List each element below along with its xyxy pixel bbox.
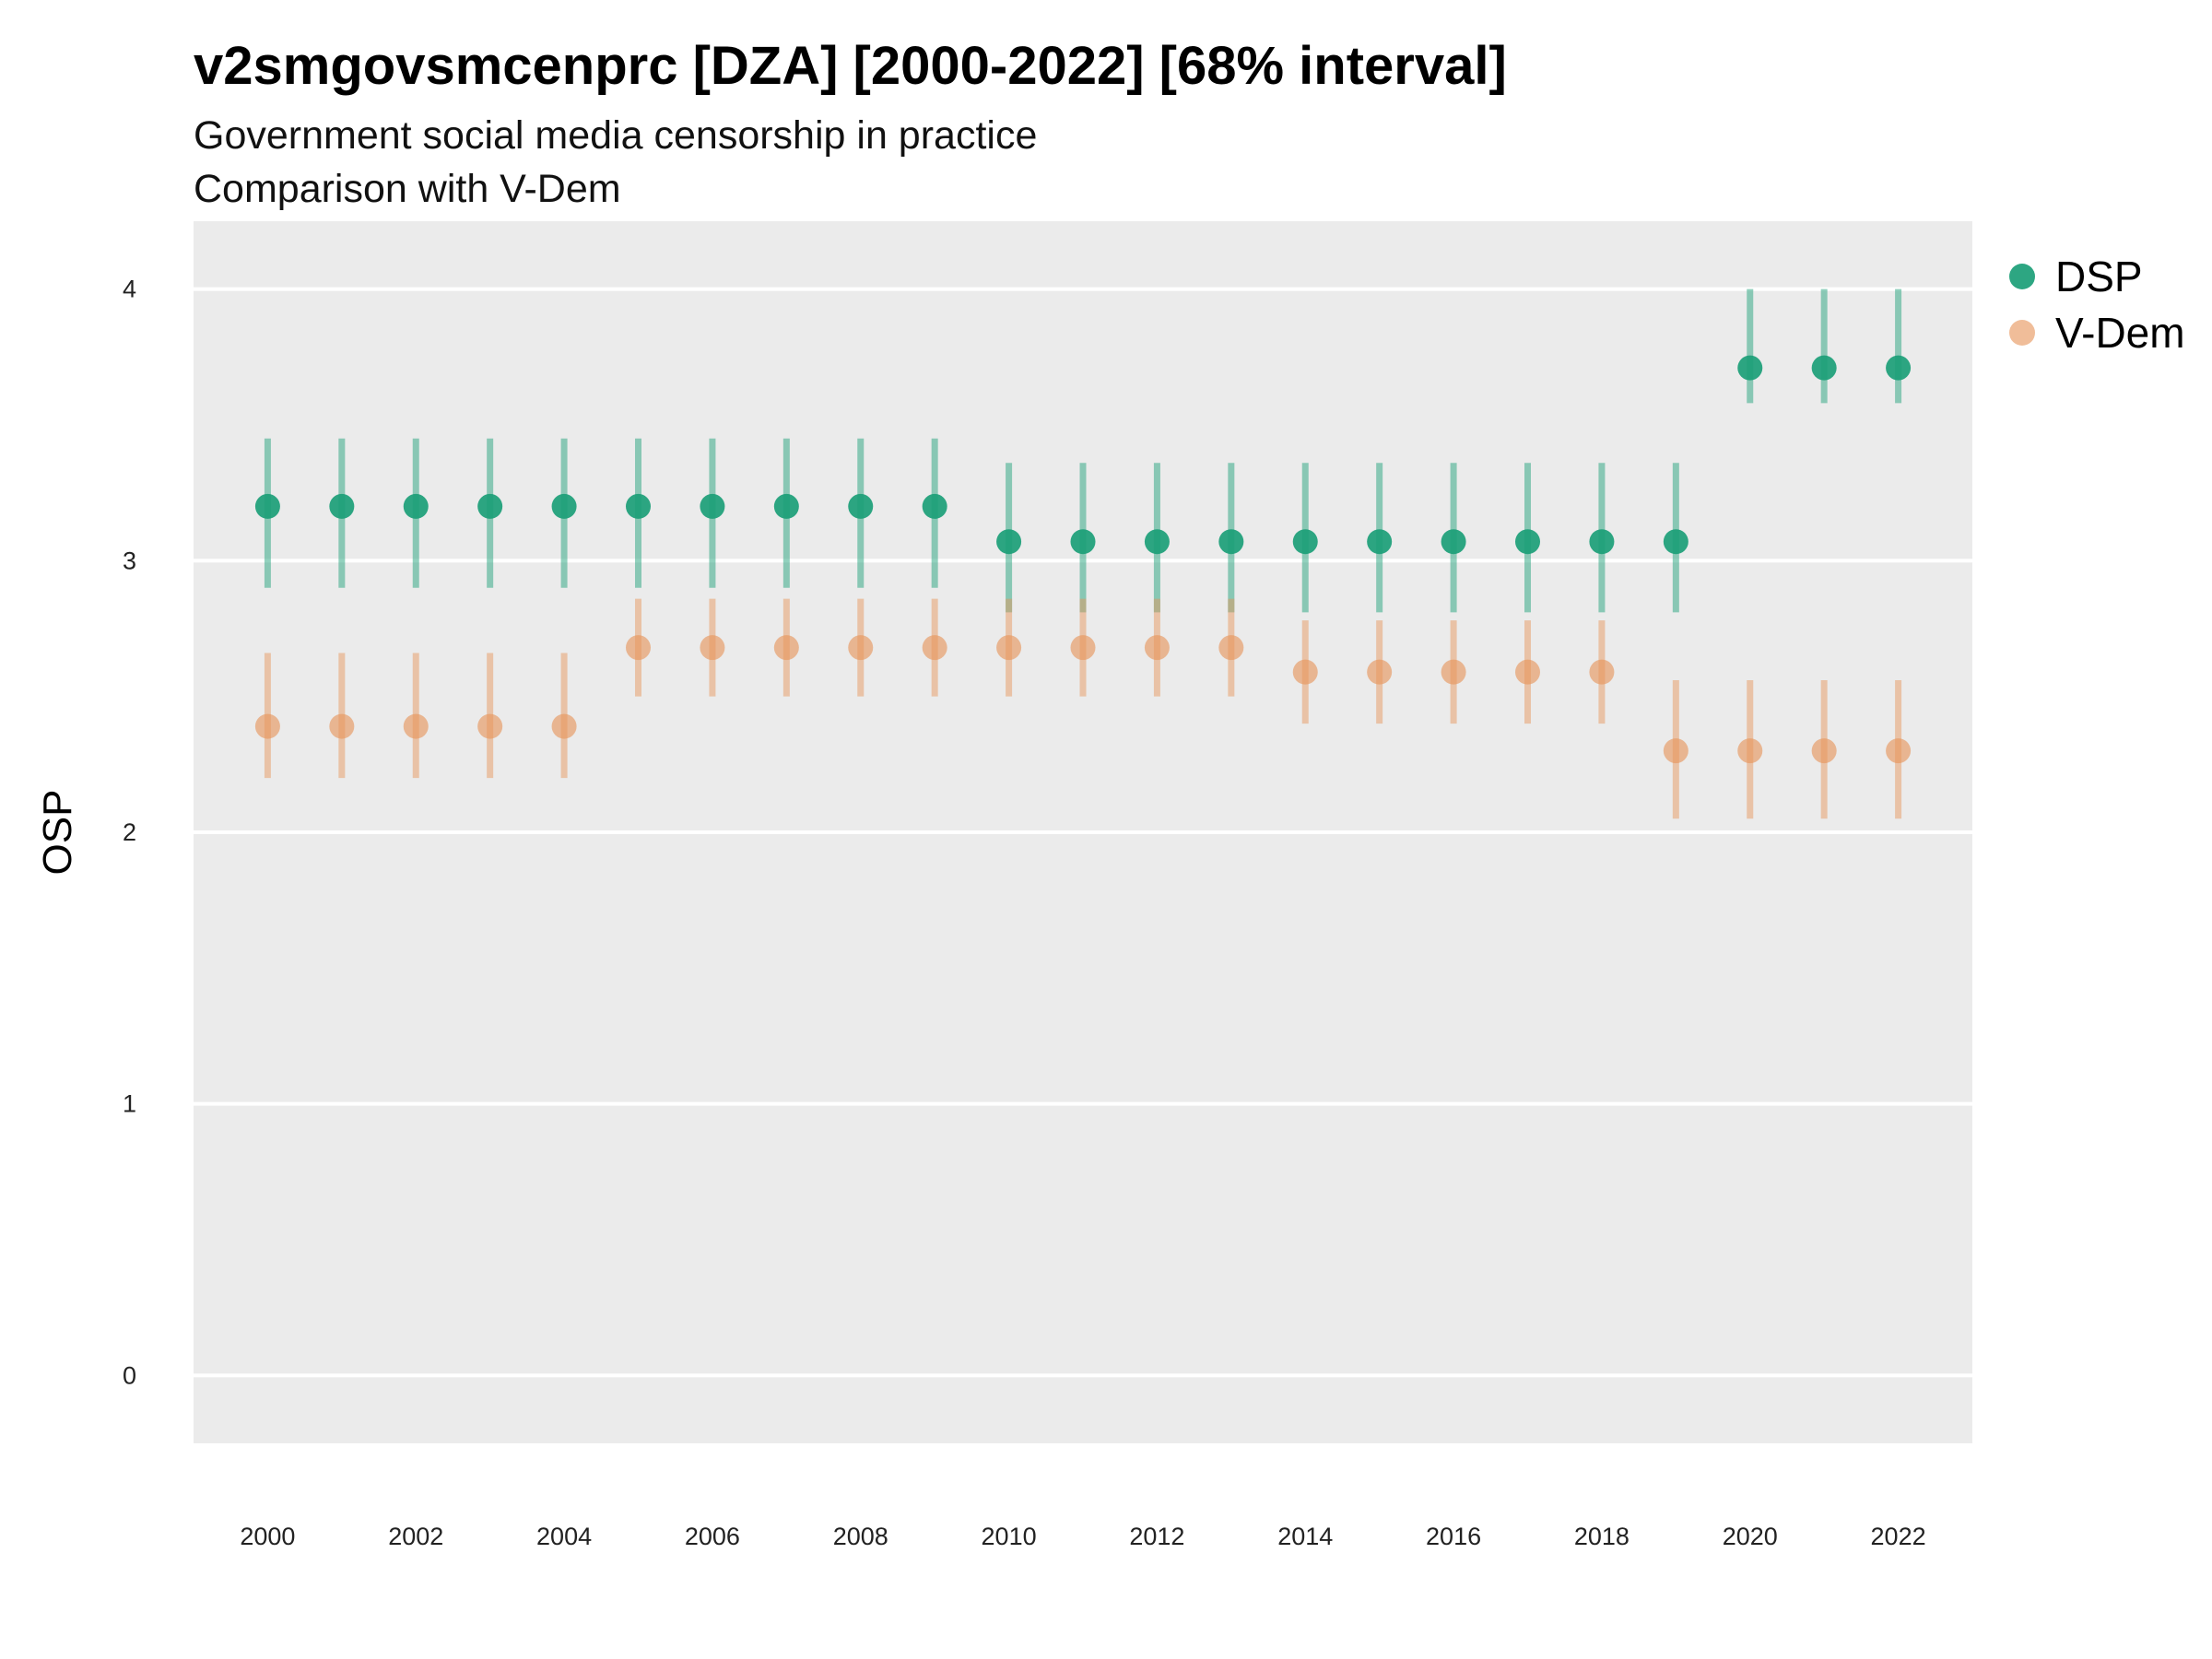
data-point — [1886, 738, 1912, 764]
x-tick-label: 2022 — [1871, 1523, 1926, 1550]
x-tick-label: 2014 — [1277, 1523, 1333, 1550]
data-point — [1144, 635, 1170, 661]
data-point — [1144, 529, 1170, 555]
data-point — [1886, 355, 1912, 381]
data-point — [1737, 738, 1763, 764]
data-point — [1663, 529, 1688, 555]
y-tick-label: 1 — [123, 1090, 136, 1118]
grid-lines — [194, 287, 1972, 1378]
data-point — [1515, 529, 1540, 555]
x-tick-label: 2006 — [685, 1523, 740, 1550]
data-point — [403, 493, 429, 519]
data-point — [477, 493, 503, 519]
data-point — [1589, 529, 1615, 555]
data-point — [1811, 355, 1837, 381]
x-tick-label: 2016 — [1426, 1523, 1481, 1550]
y-tick-label: 2 — [123, 818, 136, 846]
x-tick-label: 2000 — [240, 1523, 295, 1550]
data-point — [254, 493, 280, 519]
y-axis-label: OSP — [35, 790, 80, 876]
series-v-dem — [254, 598, 1912, 819]
data-point — [1218, 529, 1244, 555]
data-point — [1515, 659, 1540, 685]
x-tick-label: 2004 — [536, 1523, 592, 1550]
x-tick-label: 2018 — [1574, 1523, 1630, 1550]
data-point — [996, 635, 1022, 661]
x-tick-label: 2010 — [982, 1523, 1037, 1550]
data-point — [403, 713, 429, 739]
y-tick-label: 0 — [123, 1361, 136, 1389]
data-point — [329, 493, 355, 519]
y-tick-label: 4 — [123, 276, 136, 303]
data-point — [922, 635, 947, 661]
data-point — [1811, 738, 1837, 764]
chart-subtitle-line-1: Government social media censorship in pr… — [194, 113, 1038, 158]
legend-label: V-Dem — [2055, 309, 2185, 357]
data-point — [329, 713, 355, 739]
data-point — [773, 493, 799, 519]
data-point — [1070, 635, 1096, 661]
data-point — [996, 529, 1022, 555]
data-point — [1292, 529, 1318, 555]
chart-subtitle: Government social media censorship in pr… — [194, 109, 1037, 216]
data-point — [1589, 659, 1615, 685]
data-point — [1737, 355, 1763, 381]
data-point — [848, 635, 874, 661]
data-point — [773, 635, 799, 661]
legend-key — [2009, 264, 2035, 289]
data-point — [1441, 529, 1466, 555]
data-point — [700, 493, 725, 519]
x-tick-label: 2012 — [1129, 1523, 1184, 1550]
data-point — [1070, 529, 1096, 555]
data-point — [1367, 659, 1393, 685]
legend-key — [2009, 320, 2035, 346]
series-dsp — [254, 288, 1912, 613]
data-point — [700, 635, 725, 661]
data-point — [1441, 659, 1466, 685]
data-point — [1292, 659, 1318, 685]
x-tick-label: 2008 — [833, 1523, 888, 1550]
data-point — [626, 635, 651, 661]
data-point — [922, 493, 947, 519]
legend-label: DSP — [2055, 253, 2143, 300]
data-series — [254, 288, 1912, 819]
data-point — [1663, 738, 1688, 764]
data-point — [1218, 635, 1244, 661]
data-point — [551, 713, 577, 739]
data-point — [477, 713, 503, 739]
y-axis-ticks: 0 1 2 3 4 — [123, 276, 136, 1390]
x-tick-label: 2020 — [1723, 1523, 1778, 1550]
y-tick-label: 3 — [123, 547, 136, 574]
x-tick-label: 2002 — [388, 1523, 443, 1550]
chart-title: v2smgovsmcenprc [DZA] [2000-2022] [68% i… — [194, 36, 1507, 96]
data-point — [1367, 529, 1393, 555]
data-point — [848, 493, 874, 519]
data-point — [551, 493, 577, 519]
data-point — [626, 493, 651, 519]
chart-subtitle-line-2: Comparison with V-Dem — [194, 167, 621, 211]
data-point — [254, 713, 280, 739]
x-axis-ticks: 2000 2002 2004 2006 2008 2010 2012 2014 2016 2018… — [240, 1523, 1925, 1550]
legend: DSP V-Dem — [2009, 253, 2185, 357]
